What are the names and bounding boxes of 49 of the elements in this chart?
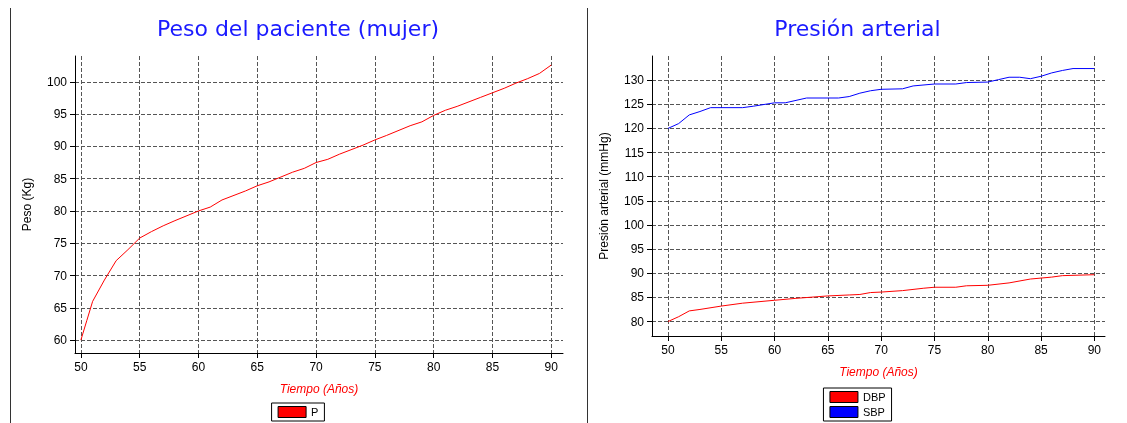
line-series — [667, 68, 1095, 129]
x-tick-label: 85 — [1034, 343, 1049, 357]
x-tick-label: 70 — [874, 343, 889, 357]
line-series — [80, 64, 552, 341]
x-axis-title: Tiempo (Años) — [279, 382, 359, 396]
x-tick-label: 55 — [133, 360, 147, 374]
y-tick-label: 105 — [623, 193, 645, 208]
line-series — [667, 274, 1095, 323]
y-tick-label: 100 — [623, 217, 645, 232]
x-tick-label: 75 — [927, 343, 942, 357]
y-tick-label: 120 — [623, 121, 645, 136]
y-tick-label: 85 — [53, 171, 68, 186]
x-tick-label: 65 — [250, 360, 265, 374]
y-tick-label: 115 — [624, 145, 645, 160]
y-axis-title: Peso (Kg) — [20, 177, 34, 232]
legend-label: DBP — [862, 391, 886, 403]
y-tick-label: 80 — [53, 203, 68, 218]
x-tick-label: 60 — [767, 343, 782, 357]
y-tick-label: 70 — [53, 268, 68, 283]
x-tick-label: 50 — [661, 343, 675, 357]
y-tick-label: 80 — [630, 314, 645, 329]
y-tick-label: 75 — [53, 236, 68, 251]
x-tick-label: 65 — [821, 343, 835, 357]
y-axis-title: Presión arterial (mmHg) — [597, 132, 611, 260]
legend-label: P — [311, 406, 319, 418]
y-tick-label: 90 — [53, 139, 68, 154]
legend-label: SBP — [862, 406, 885, 418]
x-tick-label: 50 — [74, 360, 88, 374]
chart-title: Peso del paciente (mujer) — [156, 15, 440, 41]
y-tick-label: 110 — [624, 169, 645, 184]
x-tick-label: 80 — [981, 343, 995, 357]
x-tick-label: 90 — [544, 360, 559, 374]
x-axis-title: Tiempo (Años) — [839, 365, 918, 379]
x-tick-label: 60 — [191, 360, 206, 374]
x-tick-label: 80 — [426, 360, 441, 374]
x-tick-label: 70 — [309, 360, 324, 374]
y-tick-label: 95 — [53, 107, 68, 122]
x-tick-label: 85 — [485, 360, 500, 374]
x-tick-label: 55 — [714, 343, 729, 357]
y-tick-label: 100 — [46, 74, 68, 89]
y-tick-label: 125 — [623, 97, 645, 112]
y-tick-label: 65 — [53, 300, 68, 315]
x-tick-label: 75 — [368, 360, 382, 374]
y-tick-label: 95 — [630, 242, 645, 257]
y-tick-label: 90 — [630, 266, 645, 281]
y-tick-label: 85 — [630, 290, 645, 305]
chart-title: Presión arterial — [774, 15, 941, 41]
y-tick-label: 130 — [623, 73, 645, 88]
x-tick-label: 90 — [1087, 343, 1102, 357]
